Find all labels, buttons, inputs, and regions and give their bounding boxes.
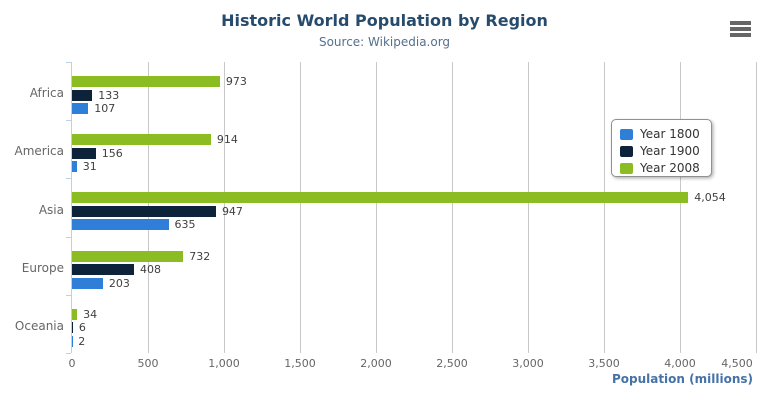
bar-value-label: 408 bbox=[140, 263, 162, 277]
x-axis-title: Population (millions) bbox=[611, 372, 753, 386]
legend-label: Year 2008 bbox=[640, 161, 700, 175]
bar-value-label: 2 bbox=[78, 334, 86, 348]
legend-label: Year 1800 bbox=[640, 127, 700, 141]
bar-value-label: 4,054 bbox=[694, 191, 726, 205]
bar-value-label: 156 bbox=[101, 146, 123, 160]
x-axis-tick-label: 3,000 bbox=[512, 357, 544, 370]
category-label: Europe bbox=[21, 260, 64, 275]
x-axis-tick-label: 4,000 bbox=[664, 357, 696, 370]
export-menu-button[interactable] bbox=[730, 20, 754, 40]
category-axis-line bbox=[71, 62, 72, 353]
bar-year-1800-europe[interactable] bbox=[72, 277, 103, 289]
bar-year-1900-america[interactable] bbox=[72, 147, 96, 159]
legend-item-year-1900[interactable]: Year 1900 bbox=[620, 143, 703, 160]
bar-value-label: 973 bbox=[225, 75, 247, 88]
bar-year-1800-america[interactable] bbox=[72, 161, 77, 173]
x-axis-tick-label: 2,500 bbox=[436, 357, 468, 370]
x-axis-tick-label: 0 bbox=[68, 357, 76, 370]
bar-year-2008-asia[interactable] bbox=[72, 192, 689, 204]
bar-year-1800-asia[interactable] bbox=[72, 219, 169, 231]
gridline bbox=[299, 62, 301, 353]
gridline bbox=[223, 62, 225, 353]
category-axis-tick bbox=[66, 353, 71, 354]
bar-value-label: 914 bbox=[216, 133, 238, 147]
bar-year-2008-america[interactable] bbox=[72, 134, 211, 146]
bar-year-1900-africa[interactable] bbox=[72, 89, 93, 101]
x-axis-tick-label: 2,000 bbox=[360, 357, 392, 370]
category-axis-tick bbox=[66, 120, 71, 122]
bar-value-label: 107 bbox=[94, 102, 116, 115]
bar-value-label: 732 bbox=[189, 249, 211, 263]
category-label: Africa bbox=[29, 86, 64, 101]
bar-year-1900-asia[interactable] bbox=[72, 205, 216, 217]
bar-value-label: 34 bbox=[83, 307, 98, 321]
x-axis-tick-label: 500 bbox=[137, 357, 159, 370]
legend-swatch-icon bbox=[620, 146, 633, 157]
x-axis-tick-label: 1,500 bbox=[284, 357, 316, 370]
category-label: Asia bbox=[38, 202, 64, 217]
legend-swatch-icon bbox=[620, 163, 633, 174]
category-axis-tick bbox=[66, 236, 71, 238]
category-axis-tick bbox=[66, 178, 71, 180]
x-axis-tick-label: 4,500 bbox=[721, 357, 753, 370]
bar-year-1900-europe[interactable] bbox=[72, 264, 135, 276]
category-label: Oceania bbox=[14, 318, 64, 333]
bar-year-1900-oceania[interactable] bbox=[72, 322, 73, 334]
bar-value-label: 947 bbox=[221, 204, 243, 218]
gridline bbox=[679, 62, 681, 353]
bar-value-label: 133 bbox=[98, 88, 120, 102]
gridline bbox=[451, 62, 453, 353]
gridline bbox=[603, 62, 605, 353]
x-axis-tick-label: 1,000 bbox=[208, 357, 240, 370]
x-axis-tick-label: 3,500 bbox=[588, 357, 620, 370]
chart-title: Historic World Population by Region bbox=[221, 11, 548, 30]
legend-item-year-1800[interactable]: Year 1800 bbox=[620, 126, 703, 143]
bar-year-2008-africa[interactable] bbox=[72, 76, 220, 87]
bar-year-2008-europe[interactable] bbox=[72, 250, 184, 262]
legend-label: Year 1900 bbox=[640, 144, 700, 158]
bar-value-label: 635 bbox=[174, 218, 196, 232]
gridline bbox=[375, 62, 377, 353]
gridline bbox=[527, 62, 529, 353]
gridline bbox=[755, 62, 757, 353]
legend: Year 1800 Year 1900 Year 2008 bbox=[611, 119, 712, 177]
bar-value-label: 31 bbox=[82, 160, 97, 174]
bar-value-label: 203 bbox=[108, 276, 130, 290]
bar-year-2008-oceania[interactable] bbox=[72, 308, 78, 320]
category-label: America bbox=[14, 144, 65, 159]
bar-value-label: 6 bbox=[78, 321, 86, 335]
legend-swatch-icon bbox=[620, 129, 633, 140]
chart-subtitle: Source: Wikipedia.org bbox=[318, 35, 451, 49]
bar-year-1800-africa[interactable] bbox=[72, 103, 89, 114]
bar-year-1800-oceania[interactable] bbox=[72, 335, 73, 347]
category-axis-tick bbox=[66, 62, 71, 63]
category-axis-tick bbox=[66, 294, 71, 296]
legend-item-year-2008[interactable]: Year 2008 bbox=[620, 160, 703, 177]
